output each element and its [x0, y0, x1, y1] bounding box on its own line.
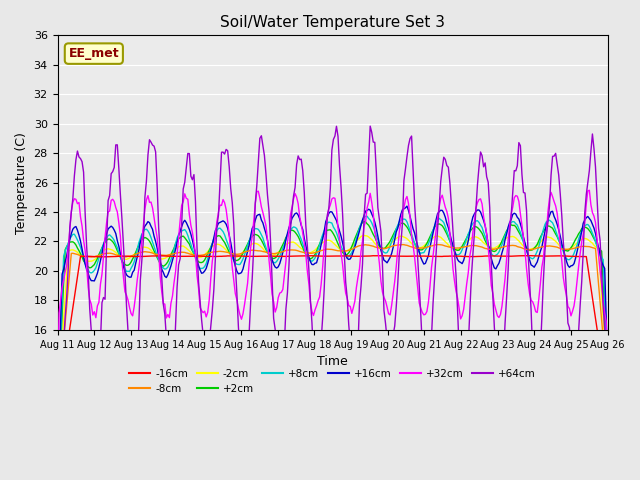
Legend: -16cm, -8cm, -2cm, +2cm, +8cm, +16cm, +32cm, +64cm: -16cm, -8cm, -2cm, +2cm, +8cm, +16cm, +3…: [125, 365, 540, 398]
Text: EE_met: EE_met: [68, 47, 119, 60]
Y-axis label: Temperature (C): Temperature (C): [15, 132, 28, 233]
Title: Soil/Water Temperature Set 3: Soil/Water Temperature Set 3: [220, 15, 445, 30]
X-axis label: Time: Time: [317, 355, 348, 368]
